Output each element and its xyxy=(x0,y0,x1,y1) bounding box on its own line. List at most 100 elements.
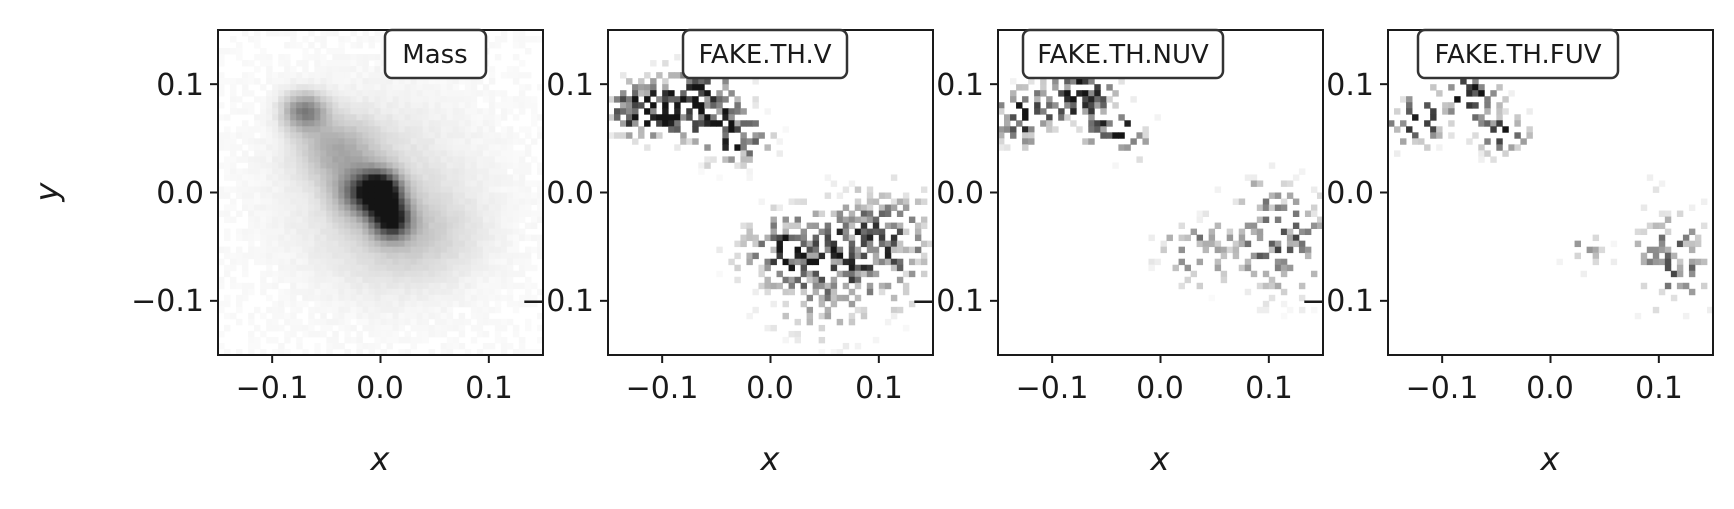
heatmap-cell xyxy=(350,144,357,151)
heatmap-cell xyxy=(362,186,369,193)
heatmap-cell xyxy=(524,348,532,356)
heatmap-cell xyxy=(278,150,285,157)
heatmap-cell xyxy=(290,264,297,272)
heatmap-cell xyxy=(488,78,496,85)
heatmap-cell xyxy=(464,78,472,85)
heatmap-cell xyxy=(1256,282,1264,290)
heatmap-cell xyxy=(1178,246,1185,254)
heatmap-cell xyxy=(1292,240,1300,248)
heatmap-cell xyxy=(812,210,820,217)
heatmap-cell xyxy=(788,288,795,296)
heatmap-cell xyxy=(302,300,309,308)
heatmap-cell xyxy=(344,90,351,97)
heatmap-cell xyxy=(416,132,424,139)
heatmap-cell xyxy=(248,60,255,67)
heatmap-cell xyxy=(458,108,466,115)
heatmap-cell xyxy=(380,204,387,211)
heatmap-cell xyxy=(410,270,418,278)
heatmap-cell xyxy=(644,72,651,79)
heatmap-cell xyxy=(506,288,514,296)
heatmap-cell xyxy=(362,276,369,284)
heatmap-cell xyxy=(518,300,526,308)
heatmap-cell xyxy=(398,294,405,302)
heatmap-cell xyxy=(278,294,285,302)
heatmap-cell xyxy=(356,270,363,278)
heatmap-cell xyxy=(392,288,399,296)
heatmap-cell xyxy=(764,234,771,242)
heatmap-cell xyxy=(218,330,225,338)
heatmap-cell xyxy=(488,144,496,151)
heatmap-cell xyxy=(284,96,291,103)
heatmap-cell xyxy=(368,78,375,85)
heatmap-cell xyxy=(1112,90,1119,97)
heatmap-cell xyxy=(404,252,411,260)
heatmap-cell xyxy=(284,222,291,230)
heatmap-cell xyxy=(434,330,442,338)
heatmap-cell xyxy=(254,126,261,133)
heatmap-cell xyxy=(500,186,508,193)
heatmap-cell xyxy=(260,246,267,254)
heatmap-cell xyxy=(854,264,862,272)
heatmap-cell xyxy=(1088,126,1095,133)
heatmap-cell xyxy=(320,168,327,175)
heatmap-cell xyxy=(770,222,777,230)
heatmap-cell xyxy=(236,282,243,290)
heatmap-cell xyxy=(296,246,303,254)
heatmap-cell xyxy=(254,186,261,193)
heatmap-cell xyxy=(686,84,693,91)
heatmap-cell xyxy=(422,96,430,103)
heatmap-cell xyxy=(512,30,520,37)
heatmap-cell xyxy=(476,180,484,187)
heatmap-cell xyxy=(224,324,231,332)
heatmap-cell xyxy=(656,132,663,139)
heatmap-cell xyxy=(374,156,381,163)
heatmap-cell xyxy=(422,306,430,314)
heatmap-cell xyxy=(290,144,297,151)
heatmap-cell xyxy=(446,312,454,320)
heatmap-cell xyxy=(272,150,279,157)
heatmap-cell xyxy=(1286,228,1294,236)
heatmap-cell xyxy=(374,66,381,73)
heatmap-cell xyxy=(848,210,856,217)
heatmap-cell xyxy=(416,288,424,296)
heatmap-cell xyxy=(524,168,532,175)
heatmap-cell xyxy=(428,234,436,242)
heatmap-cell xyxy=(356,78,363,85)
heatmap-cell xyxy=(314,306,321,314)
heatmap-cell xyxy=(698,168,705,175)
heatmap-cell xyxy=(236,180,243,187)
heatmap-cell xyxy=(344,240,351,248)
heatmap-cell xyxy=(356,42,363,49)
heatmap-cell xyxy=(1070,102,1077,109)
heatmap-cell xyxy=(524,198,532,205)
heatmap-cell xyxy=(854,306,862,314)
heatmap-cell xyxy=(416,204,424,211)
heatmap-cell xyxy=(344,144,351,151)
heatmap-cell xyxy=(410,294,418,302)
heatmap-cell xyxy=(506,144,514,151)
heatmap-cell xyxy=(446,336,454,344)
heatmap-cell xyxy=(344,306,351,314)
heatmap-cell xyxy=(248,186,255,193)
heatmap-cell xyxy=(404,240,411,248)
heatmap-cell xyxy=(254,342,261,350)
heatmap-cell xyxy=(464,132,472,139)
heatmap-cell xyxy=(1484,138,1491,145)
heatmap-cell xyxy=(374,54,381,61)
heatmap-cell xyxy=(266,204,273,211)
heatmap-cell xyxy=(434,102,442,109)
heatmap-cell xyxy=(224,300,231,308)
heatmap-cell xyxy=(386,282,393,290)
heatmap-cell xyxy=(470,294,478,302)
heatmap-cell xyxy=(518,210,526,217)
heatmap-cell xyxy=(296,156,303,163)
heatmap-cell xyxy=(494,216,502,223)
heatmap-cell xyxy=(416,168,424,175)
heatmap-cell xyxy=(218,78,225,85)
heatmap-cell xyxy=(764,264,771,272)
panel-title: FAKE.TH.FUV xyxy=(1434,40,1601,70)
heatmap-cell xyxy=(362,78,369,85)
heatmap-cell xyxy=(320,324,327,332)
heatmap-cell xyxy=(290,276,297,284)
heatmap-cell xyxy=(752,78,759,85)
